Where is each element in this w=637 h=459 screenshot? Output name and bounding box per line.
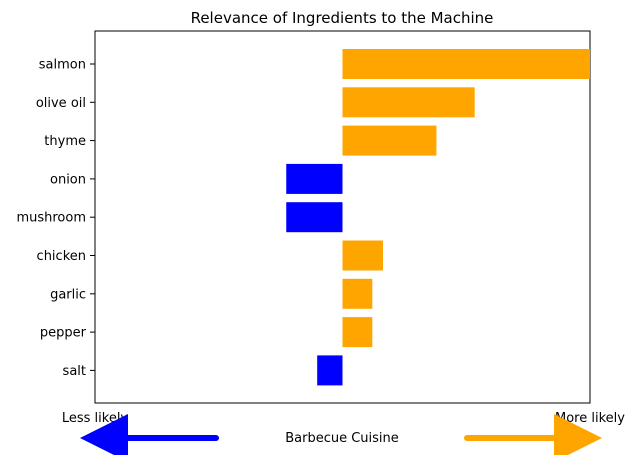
y-tick-label: salmon	[39, 58, 86, 73]
y-tick-label: mushroom	[16, 211, 86, 226]
x-axis-left-label: Less likely	[62, 411, 129, 426]
y-tick-label: chicken	[37, 249, 86, 264]
y-tick-label: garlic	[50, 287, 86, 302]
chart-title: Relevance of Ingredients to the Machine	[191, 9, 494, 27]
y-tick-label: pepper	[40, 326, 87, 341]
bar-garlic	[342, 278, 373, 309]
bar-chicken	[342, 240, 383, 271]
y-tick-label: olive oil	[36, 96, 86, 111]
y-tick-label: onion	[50, 172, 86, 187]
bars-group	[286, 49, 590, 386]
bar-salt	[317, 355, 343, 386]
y-tick-label: salt	[63, 364, 86, 379]
y-tick-label: thyme	[44, 134, 86, 149]
bar-thyme	[342, 125, 437, 156]
bar-onion	[286, 163, 343, 194]
x-axis-title: Barbecue Cuisine	[285, 431, 399, 446]
bar-pepper	[342, 317, 373, 348]
bar-olive-oil	[342, 87, 475, 118]
bar-mushroom	[286, 202, 343, 233]
bar-salmon	[342, 49, 590, 79]
x-axis-right-label: More likely	[555, 411, 625, 426]
y-tick-group: salmon olive oil thyme onion mushroom chicken…	[16, 58, 95, 379]
